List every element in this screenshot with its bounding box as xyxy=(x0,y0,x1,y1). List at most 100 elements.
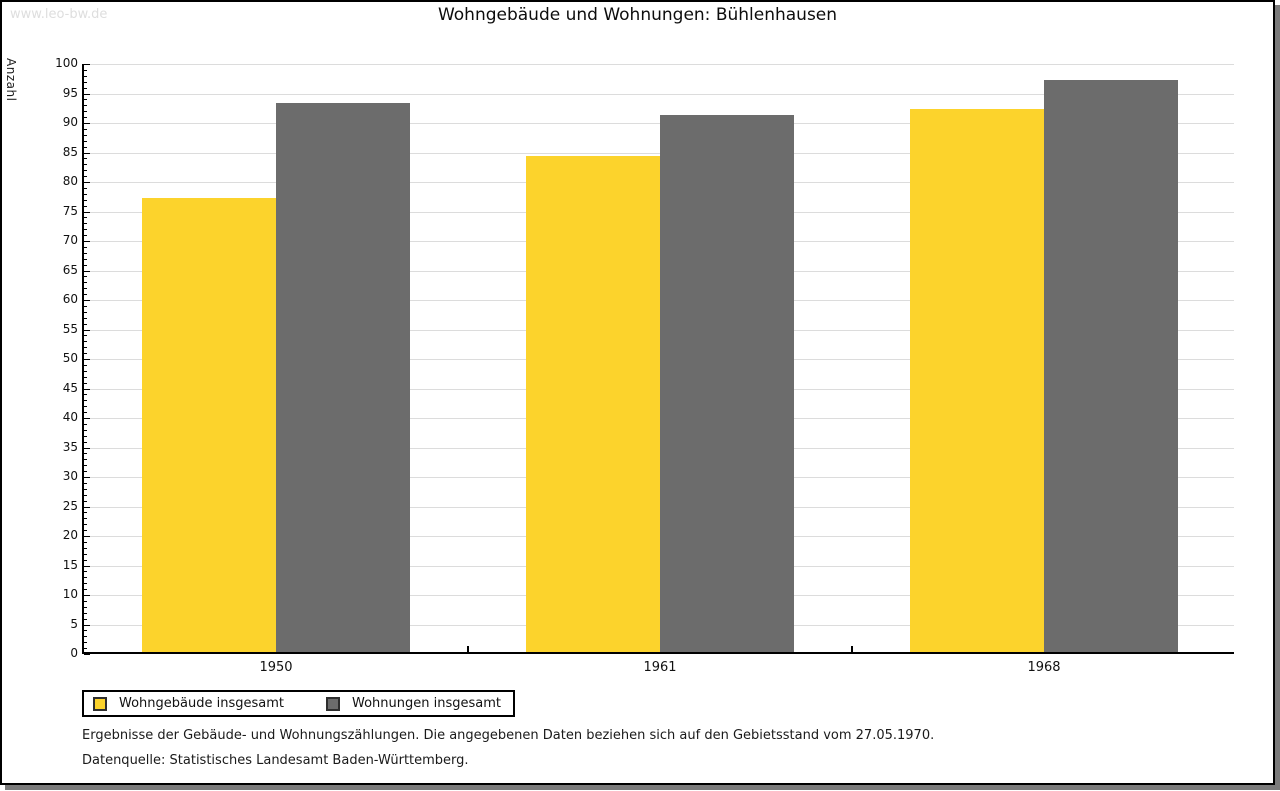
y-minor-tick xyxy=(84,429,87,431)
footer-datasource: Datenquelle: Statistisches Landesamt Bad… xyxy=(82,753,469,768)
y-minor-tick xyxy=(84,223,87,225)
y-minor-tick xyxy=(84,642,87,644)
y-minor-tick xyxy=(84,323,87,325)
y-minor-tick xyxy=(84,394,87,396)
y-minor-tick xyxy=(84,423,87,425)
y-minor-tick xyxy=(84,140,87,142)
y-tick-label: 60 xyxy=(62,292,78,306)
bar-wohngebaeude-1968 xyxy=(910,109,1044,652)
y-minor-tick xyxy=(84,99,87,101)
y-minor-tick xyxy=(84,571,87,573)
y-tick-label: 100 xyxy=(55,56,78,70)
y-minor-tick xyxy=(84,105,87,107)
x-boundary-tick xyxy=(467,646,469,652)
y-minor-tick xyxy=(84,229,87,231)
y-major-tick xyxy=(84,211,90,213)
y-minor-tick xyxy=(84,252,87,254)
y-minor-tick xyxy=(84,636,87,638)
y-major-tick xyxy=(84,477,90,478)
y-minor-tick xyxy=(84,494,87,496)
y-major-tick xyxy=(84,300,90,301)
y-minor-tick xyxy=(84,117,87,119)
y-minor-tick xyxy=(84,541,87,543)
y-major-tick xyxy=(84,64,90,65)
bar-wohngebaeude-1950 xyxy=(142,197,276,652)
legend-item-wohngebaeude: Wohngebäude insgesamt xyxy=(93,696,284,711)
y-minor-tick xyxy=(84,512,87,514)
y-minor-tick xyxy=(84,199,87,201)
y-minor-tick xyxy=(84,258,87,260)
y-minor-tick xyxy=(84,376,87,378)
legend-label: Wohngebäude insgesamt xyxy=(119,696,284,711)
y-minor-tick xyxy=(84,347,87,349)
legend: Wohngebäude insgesamt Wohnungen insgesamt xyxy=(82,690,515,717)
y-minor-tick xyxy=(84,618,87,620)
y-tick-label: 45 xyxy=(62,380,78,395)
y-minor-tick xyxy=(84,577,87,579)
y-tick-label: 75 xyxy=(62,203,78,218)
y-minor-tick xyxy=(84,559,87,561)
chart-title: Wohngebäude und Wohnungen: Bühlenhausen xyxy=(437,5,838,25)
y-minor-tick xyxy=(84,81,87,83)
y-minor-tick xyxy=(84,187,87,189)
bar-wohnungen-1961 xyxy=(660,115,794,652)
y-major-tick xyxy=(84,329,90,331)
y-tick-label: 20 xyxy=(62,528,78,542)
y-minor-tick xyxy=(84,600,87,602)
y-major-tick xyxy=(84,359,90,360)
y-major-tick xyxy=(84,123,90,124)
y-minor-tick xyxy=(84,246,87,248)
y-tick-label: 95 xyxy=(62,85,78,100)
y-major-tick xyxy=(84,182,90,183)
y-minor-tick xyxy=(84,69,87,71)
y-tick-label: 5 xyxy=(70,616,78,631)
bar-wohngebaeude-1961 xyxy=(526,156,660,652)
watermark: www.leo-bw.de xyxy=(10,7,108,22)
y-tick-label: 10 xyxy=(62,587,78,601)
y-major-tick xyxy=(84,270,90,272)
y-minor-tick xyxy=(84,648,87,650)
y-minor-tick xyxy=(84,459,87,461)
y-minor-tick xyxy=(84,205,87,207)
y-minor-tick xyxy=(84,164,87,166)
y-tick-label: 35 xyxy=(62,439,78,454)
y-minor-tick xyxy=(84,341,87,343)
y-minor-tick xyxy=(84,406,87,408)
y-minor-tick xyxy=(84,193,87,195)
x-boundary-tick xyxy=(851,646,853,652)
gridline xyxy=(84,93,1234,95)
y-minor-tick xyxy=(84,364,87,366)
y-minor-tick xyxy=(84,75,87,77)
y-tick-label: 25 xyxy=(62,498,78,513)
y-minor-tick xyxy=(84,553,87,555)
y-minor-tick xyxy=(84,530,87,532)
y-tick-label: 50 xyxy=(62,351,78,365)
y-minor-tick xyxy=(84,612,87,614)
y-tick-label: 65 xyxy=(62,262,78,277)
legend-item-wohnungen: Wohnungen insgesamt xyxy=(326,696,501,711)
y-major-tick xyxy=(84,152,90,154)
y-minor-tick xyxy=(84,176,87,178)
y-minor-tick xyxy=(84,134,87,136)
y-minor-tick xyxy=(84,146,87,148)
y-tick-label: 80 xyxy=(62,174,78,188)
y-minor-tick xyxy=(84,276,87,278)
y-major-tick xyxy=(84,447,90,449)
y-minor-tick xyxy=(84,589,87,591)
y-major-tick xyxy=(84,241,90,242)
y-minor-tick xyxy=(84,482,87,484)
legend-swatch-icon xyxy=(93,696,107,711)
y-minor-tick xyxy=(84,288,87,290)
x-tick-label: 1950 xyxy=(259,660,293,675)
y-minor-tick xyxy=(84,282,87,284)
y-tick-label: 55 xyxy=(62,321,78,336)
gridline xyxy=(84,123,1234,124)
y-minor-tick xyxy=(84,158,87,160)
y-major-tick xyxy=(84,536,90,537)
x-tick-label: 1968 xyxy=(1027,660,1061,675)
y-minor-tick xyxy=(84,264,87,266)
y-minor-tick xyxy=(84,235,87,237)
legend-swatch-icon xyxy=(326,696,340,711)
plot-area: 0 5 10 15 20 25 30 35 40 45 50 55 60 65 70 75 80 85 90 95 10… xyxy=(55,56,1234,675)
y-minor-tick xyxy=(84,353,87,355)
